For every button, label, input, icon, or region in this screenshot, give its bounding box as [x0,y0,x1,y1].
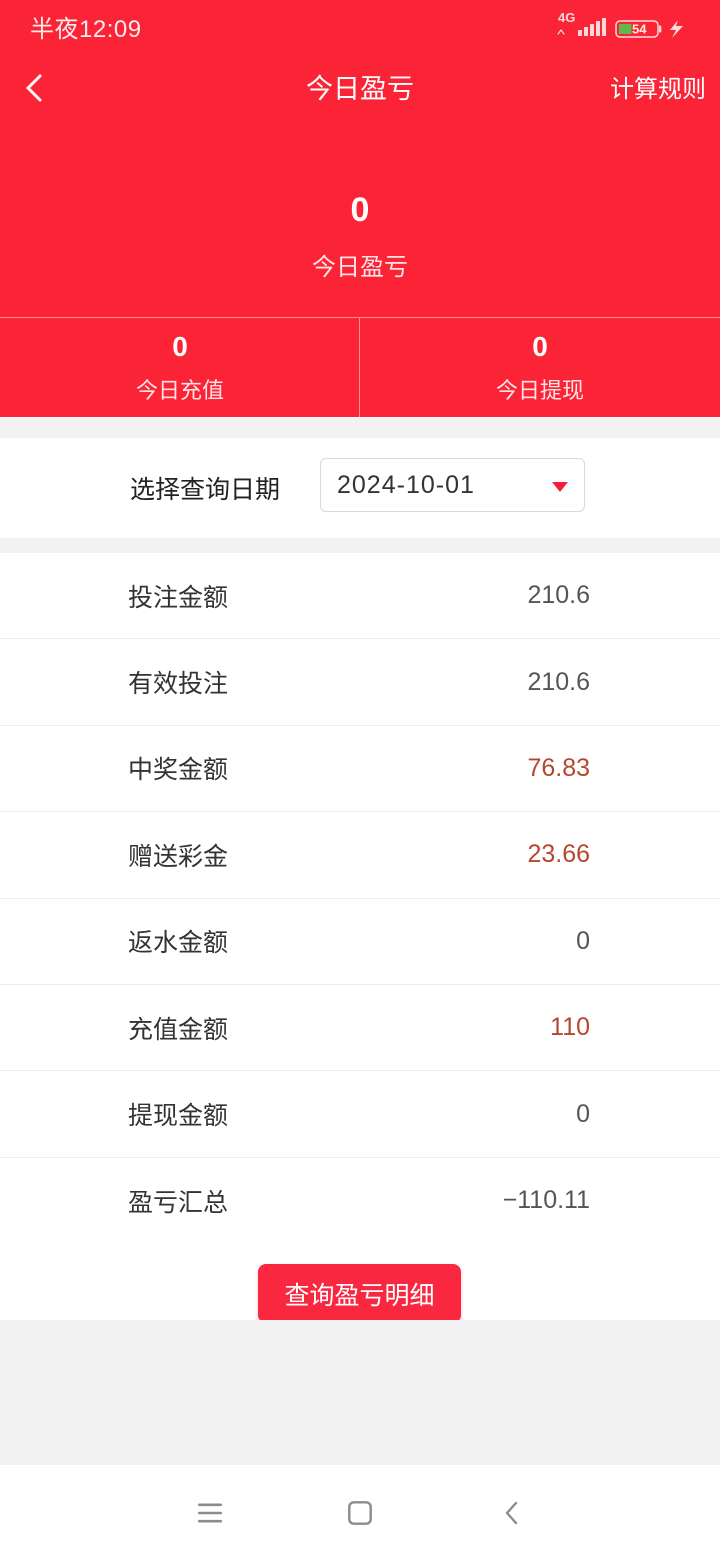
svg-text:4G: 4G [558,11,575,25]
svg-text:54: 54 [632,22,647,37]
